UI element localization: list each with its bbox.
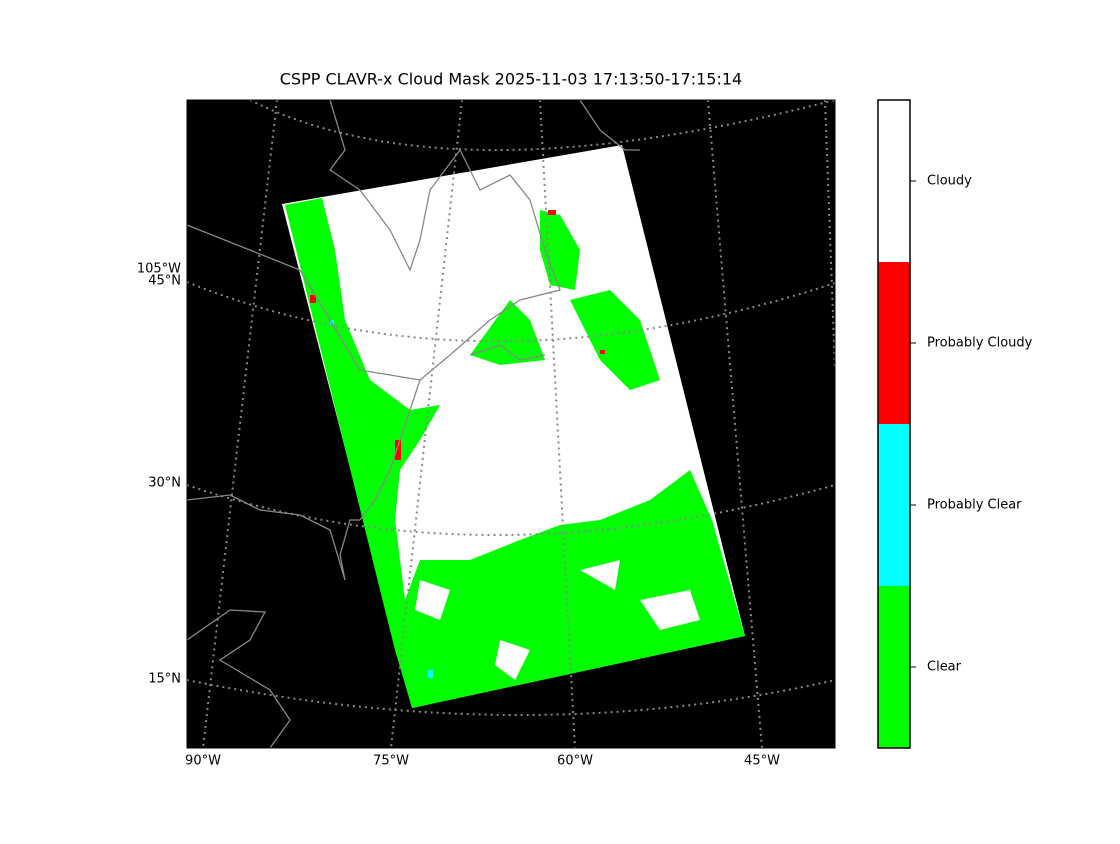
colorbar-frame bbox=[877, 99, 911, 749]
map bbox=[186, 99, 836, 749]
lon-label: 60°W bbox=[557, 754, 593, 769]
axis-labels: 90°W 75°W 60°W 45°W 105°W45°N 30°N 15°N bbox=[137, 262, 780, 769]
map-frame bbox=[186, 99, 836, 749]
lat-label: 15°N bbox=[148, 672, 181, 687]
coastlines bbox=[187, 100, 640, 748]
cloud-patches bbox=[415, 560, 700, 680]
colorbar-label: Cloudy bbox=[927, 174, 972, 189]
colorbar-segment bbox=[878, 262, 910, 424]
title: CSPP CLAVR-x Cloud Mask 2025-11-03 17:13… bbox=[280, 70, 742, 89]
probably-cloudy-speckles bbox=[310, 210, 605, 460]
lon-label: 75°W bbox=[373, 754, 409, 769]
colorbar-label: Clear bbox=[927, 660, 962, 675]
colorbar: Cloudy Probably Cloudy Probably Clear Clear bbox=[877, 99, 1033, 749]
colorbar-segment bbox=[878, 424, 910, 586]
lat-label: 45°N bbox=[148, 274, 181, 289]
colorbar-label: Probably Clear bbox=[927, 498, 1022, 513]
lat-label: 105°W bbox=[137, 262, 181, 277]
graticule bbox=[187, 100, 835, 748]
colorbar-label: Probably Cloudy bbox=[927, 336, 1033, 351]
colorbar-segment bbox=[878, 100, 910, 262]
lon-label: 45°W bbox=[744, 754, 780, 769]
lon-label: 90°W bbox=[185, 754, 221, 769]
clear-regions bbox=[285, 198, 745, 708]
colorbar-segment bbox=[878, 586, 910, 748]
lat-label: 30°N bbox=[148, 476, 181, 491]
